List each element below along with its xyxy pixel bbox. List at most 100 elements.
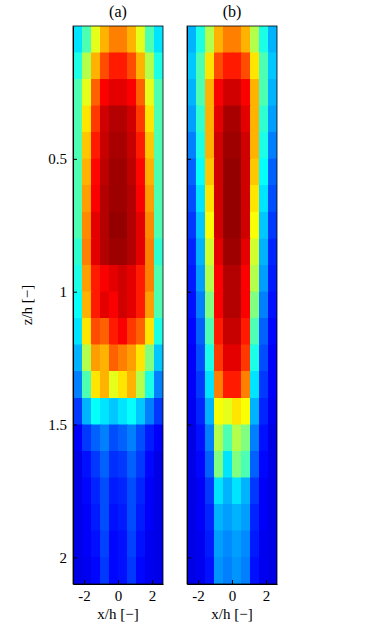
- heatmap-cell: [127, 318, 136, 345]
- heatmap-cell: [100, 239, 109, 266]
- heatmap-cell: [223, 531, 232, 558]
- heatmap-cell: [136, 26, 145, 53]
- heatmap-cell: [241, 265, 250, 292]
- heatmap-cell: [127, 265, 136, 292]
- tick-label: 1: [60, 284, 68, 300]
- heatmap-cell: [145, 292, 154, 319]
- heatmap-cell: [250, 159, 259, 186]
- heatmap-cell: [259, 425, 268, 452]
- heatmap-cell: [196, 26, 205, 53]
- heatmap-cell: [154, 292, 163, 319]
- heatmap-cell: [118, 212, 127, 239]
- heatmap-cell: [214, 185, 223, 212]
- heatmap-cell: [187, 212, 196, 239]
- heatmap-cell: [214, 531, 223, 558]
- heatmap-cell: [118, 239, 127, 266]
- heatmap-cell: [100, 79, 109, 106]
- heatmap-cell: [241, 292, 250, 319]
- heatmap-cell: [154, 557, 163, 584]
- heatmap-cell: [196, 451, 205, 478]
- heatmap-cell: [145, 79, 154, 106]
- heatmap-cell: [223, 451, 232, 478]
- heatmap-cell: [154, 478, 163, 505]
- heatmap-cell: [268, 557, 277, 584]
- heatmap-cell: [205, 345, 214, 372]
- heatmap-cell: [73, 425, 82, 452]
- heatmap-cell: [241, 53, 250, 80]
- heatmap-cell: [82, 53, 91, 80]
- heatmap-cell: [214, 318, 223, 345]
- heatmap-cell: [145, 106, 154, 133]
- heatmap-cell: [250, 79, 259, 106]
- heatmap-cell: [241, 478, 250, 505]
- heatmap-cell: [118, 26, 127, 53]
- heatmap-cell: [268, 79, 277, 106]
- heatmap-cell: [250, 504, 259, 531]
- heatmap-cell: [145, 318, 154, 345]
- heatmap-cell: [232, 239, 241, 266]
- tick: 2: [263, 580, 271, 604]
- heatmap-cell: [214, 212, 223, 239]
- heatmap-cell: [232, 185, 241, 212]
- tick: 2: [60, 550, 78, 566]
- heatmap-cell: [145, 398, 154, 425]
- heatmap-cell: [100, 345, 109, 372]
- tick-mark: [232, 580, 233, 584]
- heatmap-cell: [109, 185, 118, 212]
- heatmap-cell: [100, 265, 109, 292]
- heatmap-cell: [73, 371, 82, 398]
- heatmap-cell: [223, 212, 232, 239]
- axis-line: [187, 27, 188, 585]
- heatmap-cell: [187, 106, 196, 133]
- heatmap-cell: [232, 292, 241, 319]
- heatmap-cell: [109, 292, 118, 319]
- heatmap-cell: [250, 398, 259, 425]
- tick: [187, 159, 191, 160]
- heatmap-cell: [214, 79, 223, 106]
- heatmap-cell: [250, 106, 259, 133]
- tick-label: 1.5: [48, 417, 67, 433]
- heatmap-cell: [241, 79, 250, 106]
- heatmap-cell: [109, 212, 118, 239]
- heatmap-cell: [100, 318, 109, 345]
- heatmap-cell: [154, 239, 163, 266]
- heatmap-cell: [136, 53, 145, 80]
- heatmap-cell: [250, 239, 259, 266]
- heatmap-cell: [214, 26, 223, 53]
- heatmap-cell: [232, 531, 241, 558]
- heatmap-cell: [214, 53, 223, 80]
- heatmap-cell: [91, 504, 100, 531]
- heatmap-cell: [118, 345, 127, 372]
- heatmap-cell: [100, 185, 109, 212]
- heatmap-cell: [214, 398, 223, 425]
- heatmap-cell: [205, 398, 214, 425]
- heatmap-cell: [196, 292, 205, 319]
- heatmap-cell: [127, 478, 136, 505]
- heatmap-cell: [232, 371, 241, 398]
- heatmap-cell: [187, 531, 196, 558]
- heatmap-cell: [100, 478, 109, 505]
- heatmap-cell: [214, 371, 223, 398]
- tick: -2: [192, 580, 205, 604]
- heatmap-cell: [118, 557, 127, 584]
- heatmap-cell: [268, 451, 277, 478]
- heatmap-cell: [100, 531, 109, 558]
- heatmap-cell: [118, 292, 127, 319]
- heatmap-cell: [91, 531, 100, 558]
- heatmap-cell: [73, 318, 82, 345]
- heatmap-cell: [145, 478, 154, 505]
- heatmap-cell: [109, 557, 118, 584]
- heatmap-cell: [109, 425, 118, 452]
- heatmap-cell: [145, 26, 154, 53]
- heatmap-cell: [241, 185, 250, 212]
- heatmap-cell: [223, 53, 232, 80]
- heatmap-cell: [250, 478, 259, 505]
- heatmap-cell: [223, 185, 232, 212]
- heatmap-cell: [100, 212, 109, 239]
- heatmap-cell: [259, 398, 268, 425]
- heatmap-cell: [241, 451, 250, 478]
- tick-label: 2: [149, 588, 157, 604]
- heatmap-cell: [232, 79, 241, 106]
- heatmap-cell: [118, 185, 127, 212]
- heatmap-cell: [82, 185, 91, 212]
